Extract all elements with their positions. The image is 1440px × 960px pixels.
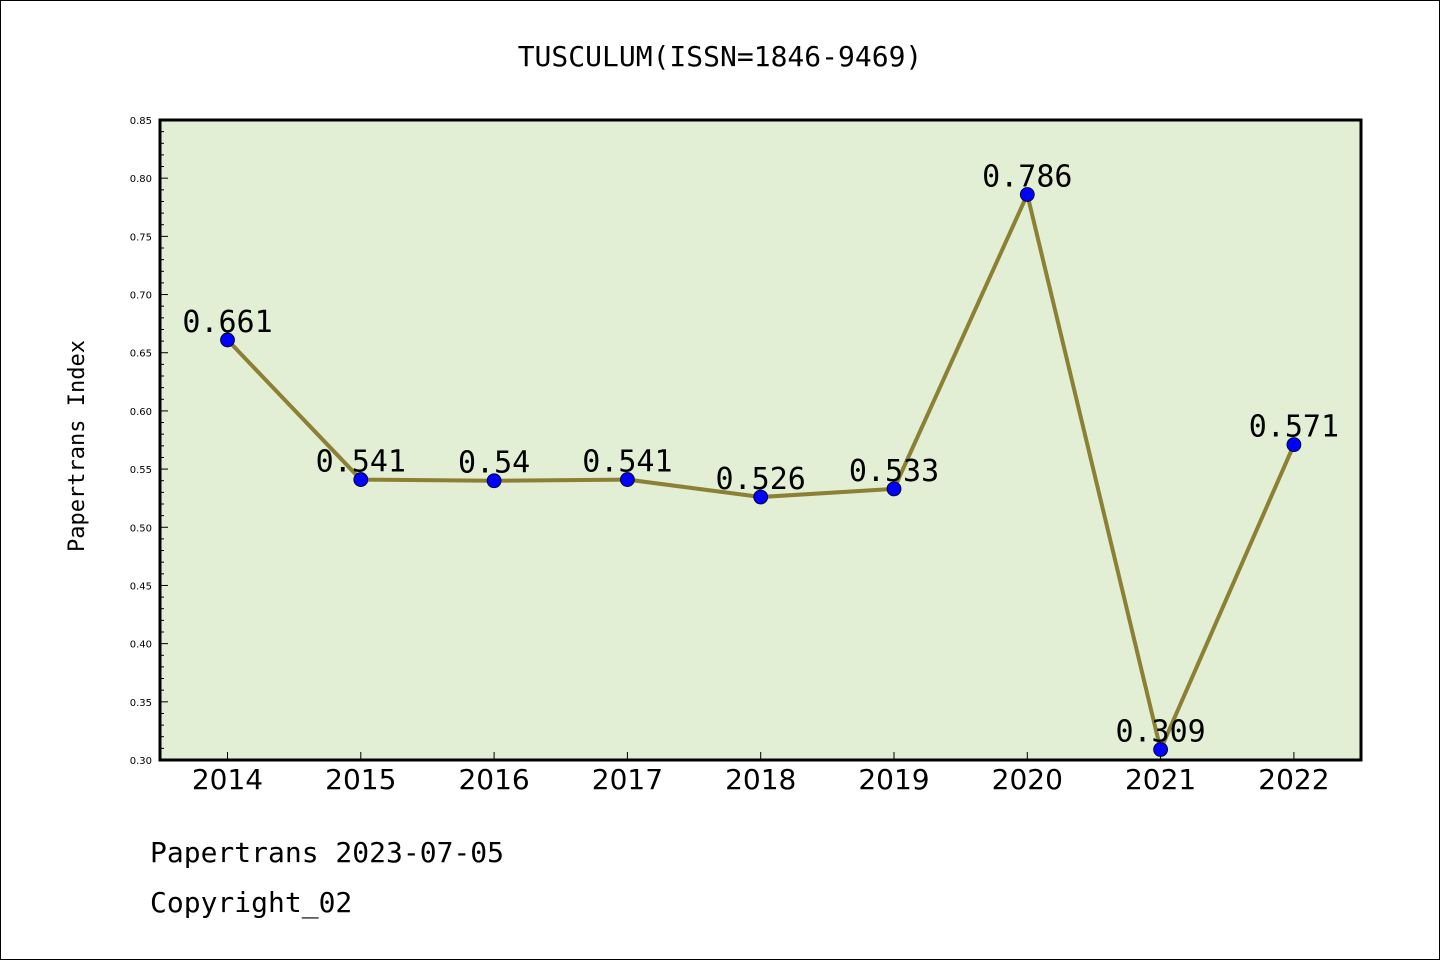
data-point-2022 [1286,437,1302,453]
footer-source-date: Papertrans 2023-07-05 [150,836,505,869]
y-tick-label: 0.45 [130,581,152,592]
y-axis-label: Papertrans Index [65,340,90,552]
plot-area [158,118,1363,762]
x-axis: 2014 2015 2016 2017 2018 2019 2020 2021 2022 [192,752,1330,796]
chart-title: TUSCULUM(ISSN=1846-9469) [518,40,923,73]
data-label-2018: 0.526 [716,462,806,497]
data-point-2021 [1153,742,1168,757]
data-label-2019: 0.533 [849,454,939,489]
y-tick-label: 0.40 [130,640,152,651]
data-point-2018 [753,489,769,505]
data-point-2016 [486,473,502,489]
data-point-2017 [620,472,635,487]
data-label-2017: 0.541 [582,445,672,480]
x-tick-label: 2020 [992,763,1063,796]
x-tick-label: 2022 [1258,763,1329,796]
data-label-2022: 0.571 [1249,410,1339,445]
x-tick-label: 2015 [325,763,396,796]
data-label-2020: 0.786 [982,159,1072,194]
data-label-2014: 0.661 [182,305,272,340]
data-markers [220,187,1302,757]
x-tick-label: 2014 [192,763,263,796]
x-tick-label: 2021 [1125,763,1196,796]
data-label-2021: 0.309 [1115,715,1205,750]
y-axis: 0.30 0.35 0.40 0.45 0.50 0.55 0.60 0.65 0.70 0.75… [130,116,168,767]
y-tick-label: 0.75 [130,232,152,243]
data-point-2020 [1019,187,1035,202]
y-tick-label: 0.30 [130,756,152,767]
y-tick-label: 0.55 [130,465,152,476]
x-tick-label: 2016 [458,763,529,796]
y-tick-label: 0.35 [130,698,152,709]
x-tick-label: 2017 [592,763,663,796]
footer-copyright: Copyright_02 [150,886,353,919]
data-point-2014 [220,332,235,348]
x-tick-label: 2019 [858,763,929,796]
data-point-2015 [353,472,369,487]
x-tick-label: 2018 [725,763,796,796]
data-label-2015: 0.541 [316,445,406,480]
y-tick-label: 0.70 [130,291,152,302]
data-label-2016: 0.54 [458,446,530,481]
data-point-2019 [886,481,902,497]
y-tick-label: 0.80 [130,174,152,185]
data-labels: 0.661 0.541 0.54 0.541 0.526 0.533 0.786 0.309 0… [182,159,1339,749]
y-tick-label: 0.50 [130,523,152,534]
y-tick-label: 0.60 [130,407,152,418]
y-tick-label: 0.65 [130,349,152,360]
y-tick-label: 0.85 [130,116,152,127]
